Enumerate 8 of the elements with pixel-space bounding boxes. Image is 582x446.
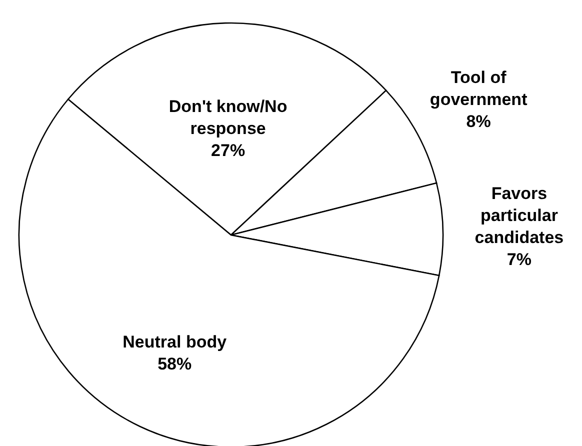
slice-label: Don't know/No response bbox=[168, 97, 288, 138]
slice-label: Neutral body bbox=[122, 332, 228, 352]
slice-label: Favors particular candidates bbox=[474, 184, 564, 247]
data-label: 7% bbox=[506, 250, 532, 269]
data-label: 58% bbox=[158, 354, 192, 374]
data-label: 8% bbox=[466, 112, 491, 132]
slice-label: Tool of government bbox=[430, 68, 528, 110]
data-label: 27% bbox=[211, 141, 246, 160]
